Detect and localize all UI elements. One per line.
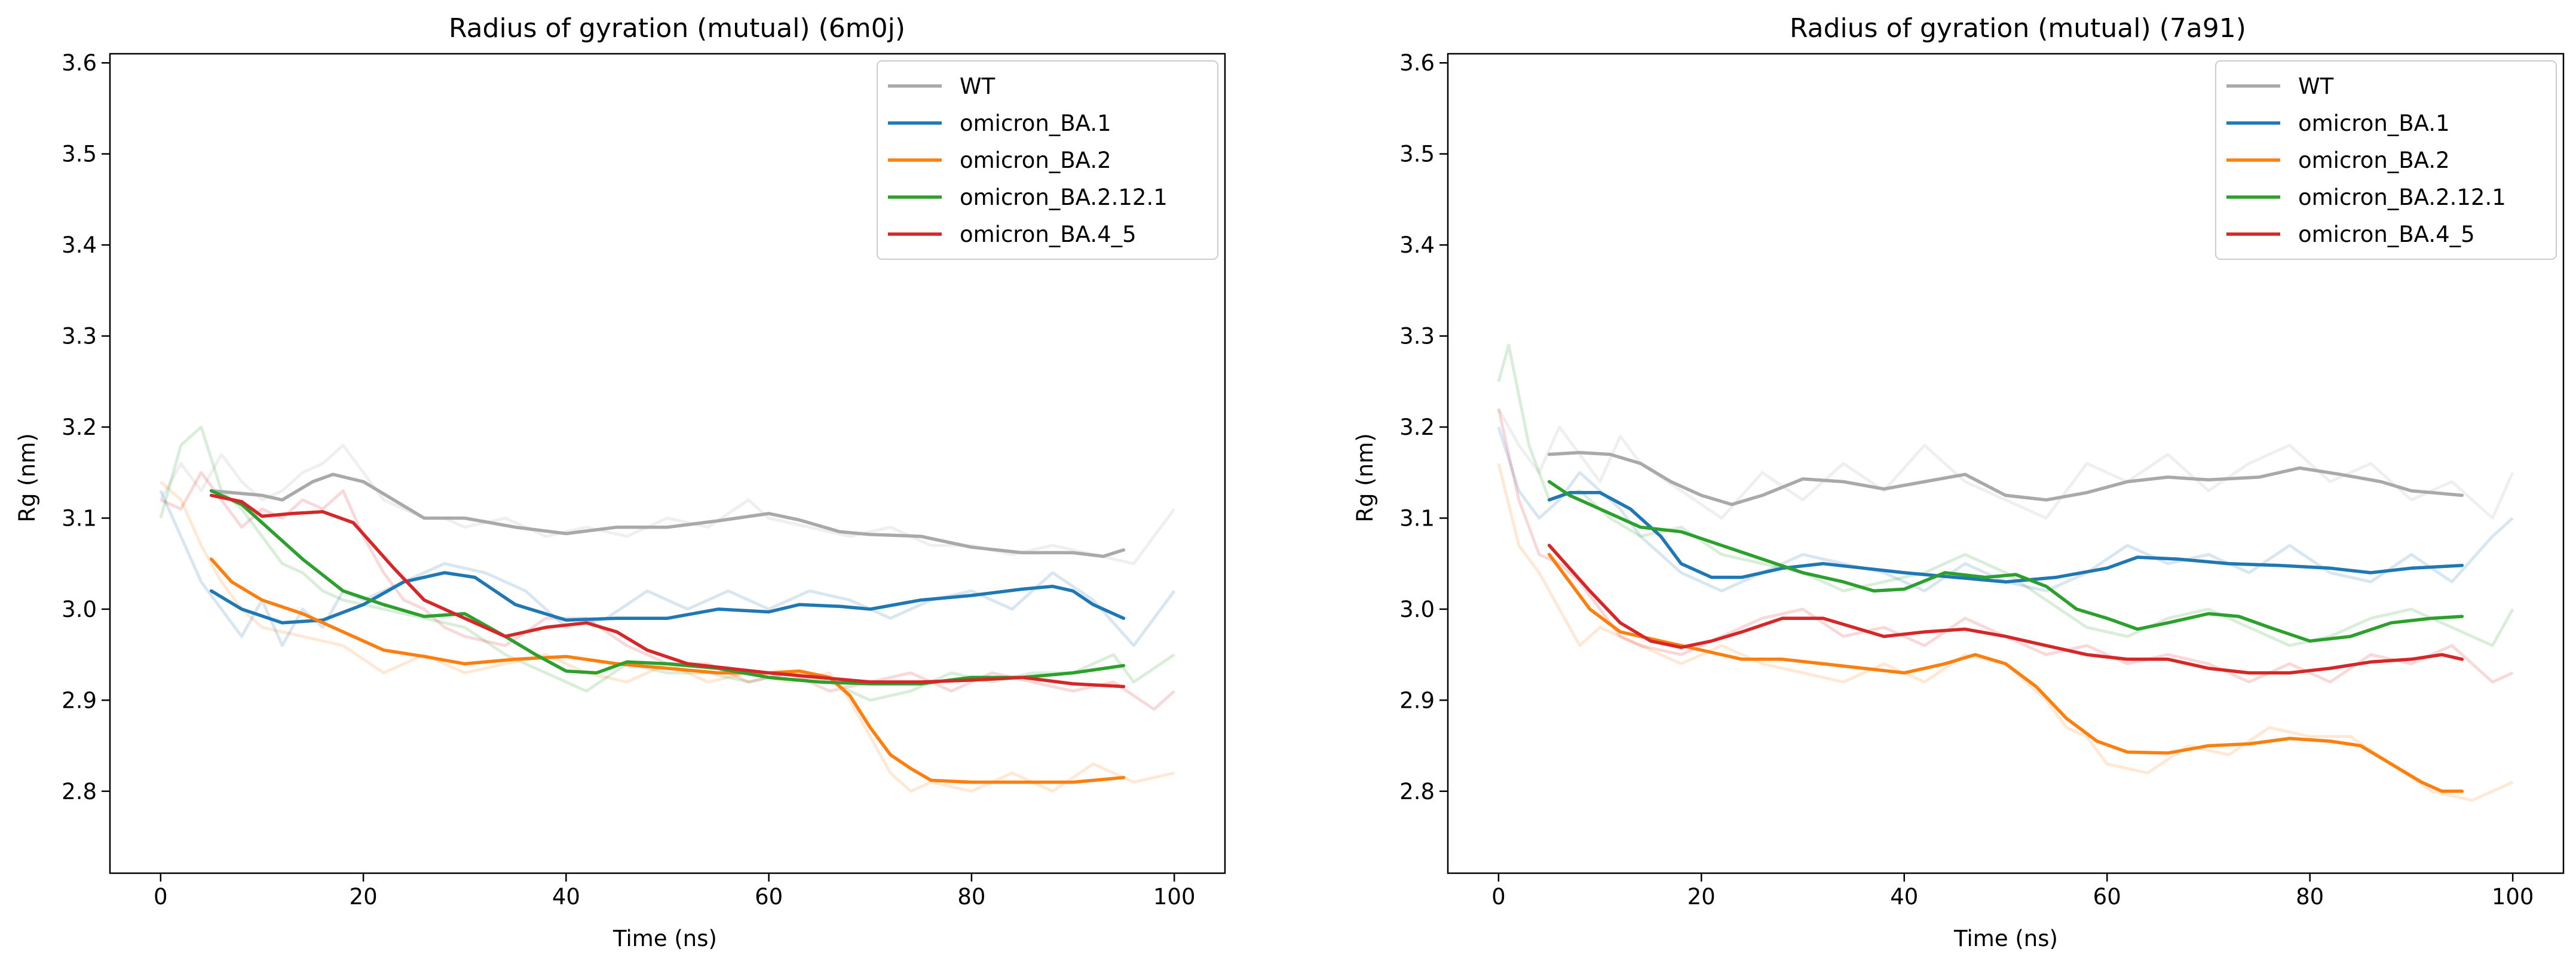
y-tick-label: 3.6 — [62, 50, 97, 76]
series-line-omicron-ba-1 — [1547, 491, 2464, 584]
x-tick-label: 20 — [350, 884, 378, 910]
chart-title: Radius of gyration (mutual) (6m0j) — [449, 13, 905, 44]
legend-label-omicron-ba-2: omicron_BA.2 — [2298, 148, 2450, 173]
y-tick-label: 3.1 — [1399, 505, 1435, 531]
y-tick-label: 2.9 — [1399, 687, 1435, 713]
series-line-wt — [209, 472, 1126, 558]
x-tick-label: 60 — [2093, 884, 2121, 910]
legend-label-omicron-ba-2: omicron_BA.2 — [960, 148, 1111, 173]
y-tick-label: 3.1 — [62, 505, 97, 531]
x-tick-label: 0 — [154, 884, 168, 910]
x-tick-label: 40 — [552, 884, 580, 910]
legend-label-omicron-ba-2-12-1: omicron_BA.2.12.1 — [960, 185, 1168, 210]
legend-label-omicron-ba-1: omicron_BA.1 — [960, 110, 1111, 136]
x-tick-label: 20 — [1687, 884, 1716, 910]
y-tick-label: 3.6 — [1399, 50, 1435, 76]
legend-label-omicron-ba-4-5: omicron_BA.4_5 — [960, 222, 1137, 247]
chart-title: Radius of gyration (mutual) (7a91) — [1790, 13, 2246, 44]
y-axis-label: Rg (nm) — [14, 433, 40, 522]
y-tick-label: 3.2 — [62, 414, 97, 440]
legend-label-wt: WT — [960, 73, 996, 99]
y-tick-label: 3.4 — [62, 232, 97, 258]
y-tick-label: 3.3 — [62, 324, 97, 349]
axes-frame — [109, 53, 1226, 874]
x-axis-label: Time (ns) — [1953, 926, 2058, 951]
legend-label-omicron-ba-4-5: omicron_BA.4_5 — [2298, 222, 2475, 247]
series-line-omicron-ba-2 — [1547, 552, 2464, 793]
series-raw-omicron-ba-2-12-1 — [159, 425, 1175, 702]
x-tick-label: 0 — [1491, 884, 1506, 910]
x-axis-label: Time (ns) — [612, 926, 717, 951]
series-line-wt — [1547, 450, 2464, 506]
x-tick-label: 100 — [1153, 884, 1196, 910]
series-raw-omicron-ba-1 — [1497, 426, 2514, 592]
y-tick-label: 3.0 — [62, 597, 97, 622]
legend: WT omicron_BA.1 omicron_BA.2 omicron_BA.2.1… — [2215, 60, 2557, 260]
y-tick-label: 3.5 — [1399, 142, 1435, 167]
chart-panel-6m0j: Radius of gyration (mutual) (6m0j) Time … — [14, 13, 1226, 951]
series-raw-wt — [1497, 408, 2514, 520]
y-tick-label: 3.3 — [1399, 324, 1435, 349]
legend-label-wt: WT — [2298, 73, 2334, 99]
y-axis-label: Rg (nm) — [1352, 433, 1378, 522]
x-tick-label: 40 — [1890, 884, 1918, 910]
x-tick-label: 60 — [755, 884, 783, 910]
series-line-omicron-ba-4-5 — [209, 493, 1126, 689]
x-tick-label: 80 — [957, 884, 985, 910]
axes-frame — [1447, 53, 2565, 874]
y-tick-label: 2.8 — [1399, 779, 1435, 805]
legend-box — [877, 60, 1218, 260]
x-tick-label: 80 — [2296, 884, 2324, 910]
legend: WT omicron_BA.1 omicron_BA.2 omicron_BA.2.1… — [877, 60, 1218, 260]
y-tick-label: 2.8 — [62, 779, 97, 805]
legend-label-omicron-ba-1: omicron_BA.1 — [2298, 110, 2450, 136]
x-tick-label: 100 — [2492, 884, 2534, 910]
y-tick-label: 2.9 — [62, 687, 97, 713]
chart-panel-7a91: Radius of gyration (mutual) (7a91) Time … — [1352, 13, 2565, 951]
legend-box — [2215, 60, 2557, 260]
y-tick-label: 3.5 — [62, 142, 97, 167]
plot-series-group — [1497, 343, 2514, 802]
series-line-omicron-ba-2-12-1 — [1547, 480, 2464, 643]
series-line-omicron-ba-4-5 — [1547, 544, 2464, 675]
plot-series-group — [159, 425, 1176, 793]
legend-label-omicron-ba-2-12-1: omicron_BA.2.12.1 — [2298, 185, 2506, 210]
series-line-omicron-ba-1 — [209, 571, 1126, 625]
series-line-omicron-ba-2 — [209, 557, 1126, 784]
y-tick-label: 3.0 — [1399, 597, 1435, 622]
y-tick-label: 3.4 — [1399, 232, 1435, 258]
y-tick-label: 3.2 — [1399, 414, 1435, 440]
